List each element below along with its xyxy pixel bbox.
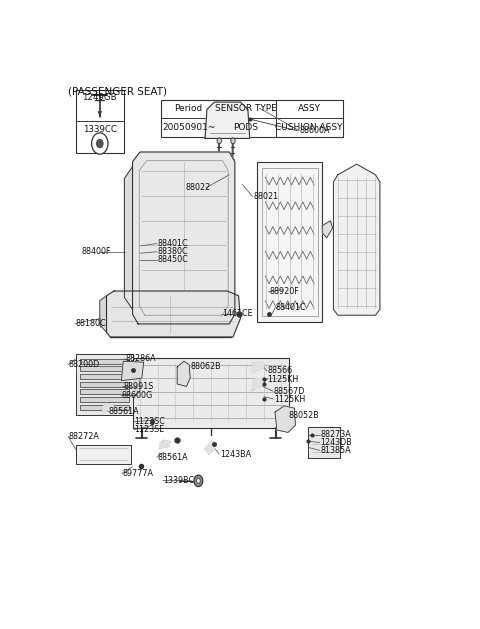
Polygon shape [177,361,190,386]
Polygon shape [205,441,215,454]
Polygon shape [205,102,250,138]
Text: 88062B: 88062B [191,362,222,370]
Text: 88567D: 88567D [274,387,305,396]
Polygon shape [132,152,235,324]
Bar [80,397,129,402]
Text: 1249GB: 1249GB [83,93,117,102]
Text: 88401C: 88401C [157,239,188,248]
Polygon shape [252,361,264,372]
Bar [76,90,124,153]
Text: 1339BC: 1339BC [163,476,194,485]
Text: 20050901~: 20050901~ [162,123,216,132]
Text: 88273A: 88273A [321,430,351,439]
Text: 88450C: 88450C [157,255,188,264]
Bar [76,354,133,415]
Text: 88180C: 88180C [76,319,106,328]
Text: 88600A: 88600A [300,126,330,135]
Bar [80,389,129,394]
Bar [76,445,131,464]
Bar [132,358,289,428]
Text: (PASSENGER SEAT): (PASSENGER SEAT) [68,86,167,96]
Bar [161,99,343,136]
Bar [80,382,129,387]
Text: 88400F: 88400F [82,247,111,256]
Text: 88021: 88021 [253,192,278,201]
Text: 1461CE: 1461CE [222,309,252,318]
Text: 88200D: 88200D [68,360,99,369]
Bar [80,374,129,379]
Text: 1125KH: 1125KH [267,375,299,384]
Text: 88566: 88566 [267,367,293,376]
Text: 88991S: 88991S [123,382,154,391]
Text: 88286A: 88286A [125,354,156,364]
Text: 1125KH: 1125KH [274,394,305,404]
Polygon shape [160,440,170,448]
Polygon shape [133,372,140,396]
Text: 1123SC: 1123SC [134,417,165,426]
Circle shape [92,133,108,154]
Text: Period: Period [175,104,203,113]
Polygon shape [121,361,144,381]
Bar [80,367,129,371]
Polygon shape [322,221,333,238]
Circle shape [217,138,221,144]
Text: 88272A: 88272A [68,431,99,441]
Polygon shape [275,406,296,432]
Bar [80,405,129,409]
Text: CUSHION ASSY: CUSHION ASSY [276,123,343,132]
Bar [309,426,340,458]
Circle shape [196,479,200,483]
Text: 88600G: 88600G [121,391,153,399]
Polygon shape [107,291,240,337]
Circle shape [96,139,103,148]
Polygon shape [100,296,107,332]
Bar [257,162,322,321]
Text: 89777A: 89777A [122,469,154,478]
Text: 88561A: 88561A [157,453,188,462]
Polygon shape [252,378,264,390]
Text: 88920F: 88920F [269,287,299,296]
Text: 88380C: 88380C [157,247,188,256]
Circle shape [194,475,203,487]
Text: 1123SE: 1123SE [134,425,165,434]
Text: SENSOR TYPE: SENSOR TYPE [215,104,277,113]
Text: 88022: 88022 [186,183,211,192]
Polygon shape [124,167,132,309]
Bar [262,167,318,316]
Text: 88401C: 88401C [276,303,306,313]
Text: 1243DB: 1243DB [321,438,352,447]
Text: 1243BA: 1243BA [220,450,251,459]
Text: PODS: PODS [233,123,259,132]
Text: 1339CC: 1339CC [83,125,117,133]
Bar [80,359,129,364]
Text: 81385A: 81385A [321,446,351,455]
Circle shape [231,138,235,144]
Polygon shape [334,164,380,315]
Text: 88561A: 88561A [108,407,139,416]
Polygon shape [103,403,113,411]
Text: 88052B: 88052B [289,411,320,420]
Text: ASSY: ASSY [298,104,321,113]
